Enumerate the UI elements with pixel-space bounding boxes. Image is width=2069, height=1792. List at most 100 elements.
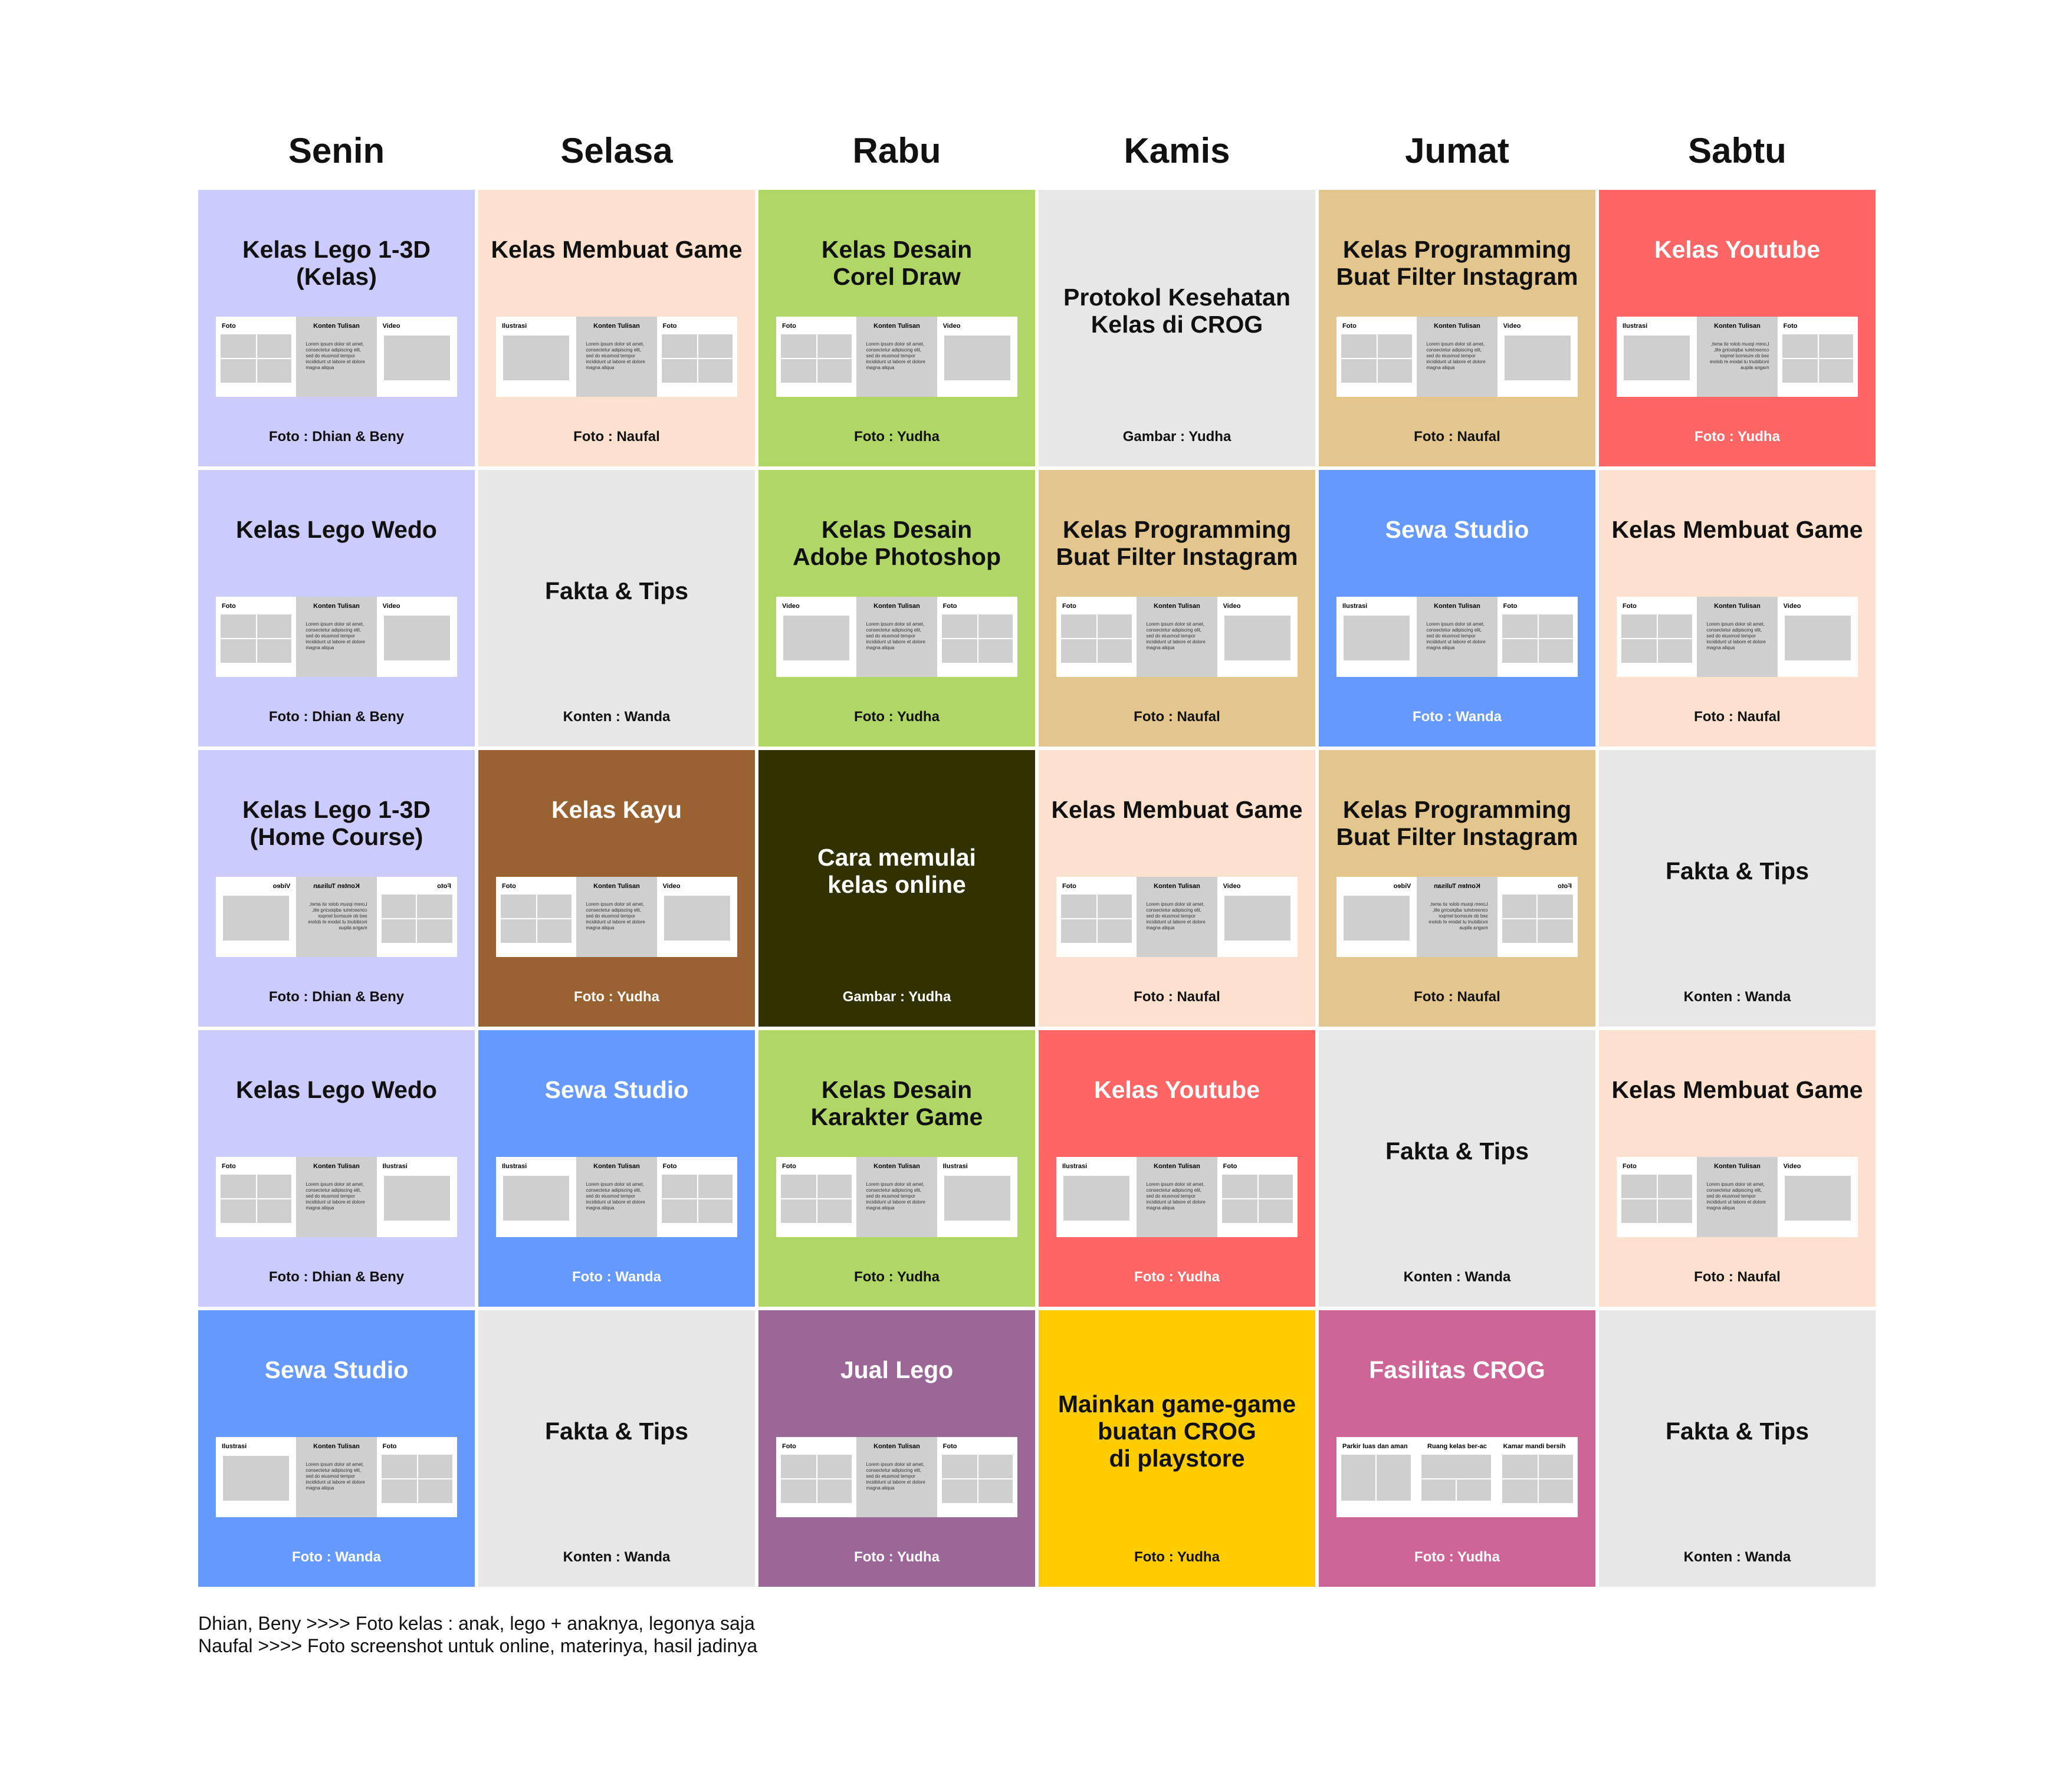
card-title: Sewa Studio <box>264 1356 409 1383</box>
text-panel: Konten Tulisan Lorem ipsum dolor sit amet… <box>1417 597 1497 677</box>
image-placeholder <box>817 1479 852 1503</box>
schedule-card: Kelas Membuat Game Foto Konten Tulisan Lore… <box>1039 750 1315 1027</box>
panel-body-text: Lorem ipsum dolor sit amet, consectetur … <box>866 1182 925 1211</box>
schedule-card: Fakta & Tips Konten : Wanda <box>1599 750 1876 1027</box>
image-placeholder <box>417 919 452 943</box>
text-panel: Konten Tulisan Lorem ipsum dolor sit amet… <box>1697 597 1778 677</box>
text-panel: Konten Tulisan Lorem ipsum dolor sit amet… <box>296 317 377 397</box>
image-placeholder <box>1221 1175 1257 1198</box>
panel-body-text: Lorem ipsum dolor sit amet, consectetur … <box>1706 1182 1766 1211</box>
panel-label: Foto <box>1503 603 1518 610</box>
image-placeholder <box>1502 919 1536 943</box>
image-panel: Foto <box>496 877 576 957</box>
panel-label: Ilustrasi <box>942 1163 968 1170</box>
card-credit: Foto : Wanda <box>572 1269 662 1285</box>
day-header: Senin Selasa Rabu Kamis Jumat Sabtu <box>198 121 1876 180</box>
panel-label: Foto <box>222 603 236 610</box>
card-credit: Foto : Yudha <box>574 989 659 1005</box>
panel-body-text: Lorem ipsum dolor sit amet, consectetur … <box>1146 1182 1206 1211</box>
image-placeholder <box>1658 1175 1692 1198</box>
layout-thumbnail: Ilustrasi Konten Tulisan Lorem ipsum dolor… <box>496 1157 737 1237</box>
layout-thumbnail: Ilustrasi Konten Tulisan Lorem ipsum dolor… <box>216 1437 457 1517</box>
card-title: Protokol Kesehatan Kelas di CROG <box>1063 284 1291 338</box>
image-placeholder <box>257 1199 291 1223</box>
panel-label: Konten Tulisan <box>1154 1163 1200 1170</box>
layout-thumbnail: Ilustrasi Konten Tulisan Lorem ipsum dolor… <box>1336 597 1578 677</box>
image-placeholder <box>1061 639 1096 663</box>
image-placeholder <box>382 919 416 943</box>
image-placeholder <box>1538 1479 1573 1503</box>
image-panel: Ilustrasi <box>377 1157 457 1237</box>
image-placeholder <box>503 1176 569 1221</box>
card-title: Kelas Lego 1-3D (Home Course) <box>242 796 431 850</box>
panel-label: Foto <box>1223 1163 1237 1170</box>
panel-label: Konten Tulisan <box>1154 603 1200 610</box>
text-panel: Konten Tulisan Lorem ipsum dolor sit amet… <box>296 1157 377 1237</box>
image-placeholder <box>381 1455 417 1478</box>
image-placeholder <box>537 919 572 943</box>
panel-label: Video <box>382 603 400 610</box>
panel-label: Konten Tulisan <box>593 883 640 890</box>
schedule-card: Mainkan game-game buatan CROG di playsto… <box>1039 1310 1315 1587</box>
card-credit: Foto : Yudha <box>1134 1269 1220 1285</box>
card-credit: Foto : Naufal <box>1134 709 1220 725</box>
image-panel: Ilustrasi <box>216 1437 296 1517</box>
panel-label: Ilustrasi <box>1342 603 1368 610</box>
image-placeholder <box>1658 614 1692 638</box>
schedule-card: Sewa Studio Ilustrasi Konten Tulisan Lorem … <box>198 1310 475 1587</box>
image-placeholder <box>698 1175 733 1198</box>
image-placeholder <box>221 1175 256 1198</box>
image-panel: Foto <box>1617 1157 1697 1237</box>
image-placeholder <box>781 1479 816 1503</box>
day-header-rabu: Rabu <box>852 131 941 170</box>
panel-label: Konten Tulisan <box>313 1443 360 1450</box>
image-placeholder <box>944 336 1010 380</box>
card-credit: Foto : Naufal <box>573 429 660 445</box>
panel-label: Parkir luas dan aman <box>1342 1443 1408 1450</box>
image-panel: Video <box>1217 877 1298 957</box>
panel-label: Foto <box>942 1443 957 1450</box>
image-panel: Foto <box>216 597 296 677</box>
panel-body-text: Lorem ipsum dolor sit amet, consectetur … <box>306 1182 365 1211</box>
layout-thumbnail: Foto Konten Tulisan Lorem ipsum dolor sit … <box>1336 317 1578 397</box>
image-placeholder <box>817 1455 852 1478</box>
image-panel: Video <box>657 877 737 957</box>
card-title: Kelas Lego 1-3D (Kelas) <box>242 236 431 290</box>
panel-label: Konten Tulisan <box>1714 1163 1761 1170</box>
image-panel: Video <box>1217 597 1298 677</box>
image-placeholder <box>257 614 291 638</box>
card-title: Fakta & Tips <box>544 1418 689 1445</box>
image-placeholder <box>1098 919 1132 943</box>
image-panel: Parkir luas dan aman <box>1336 1437 1417 1517</box>
panel-body-text: Lorem ipsum dolor sit amet, consectetur … <box>1146 902 1206 930</box>
text-panel: Konten Tulisan Lorem ipsum dolor sit amet… <box>296 1437 377 1517</box>
image-placeholder <box>257 359 291 383</box>
image-panel: Ilustrasi <box>496 317 576 397</box>
panel-label: Konten Tulisan <box>1714 603 1761 610</box>
card-credit: Foto : Yudha <box>854 1269 940 1285</box>
panel-body-text: Lorem ipsum dolor sit amet, consectetur … <box>586 341 645 370</box>
panel-label: Konten Tulisan <box>1714 323 1761 330</box>
panel-body-text: Lorem ipsum dolor sit amet, consectetur … <box>1710 341 1769 370</box>
text-panel: Konten Tulisan Lorem ipsum dolor sit amet… <box>1417 317 1497 397</box>
image-placeholder <box>664 896 730 941</box>
card-title: Kelas Desain Karakter Game <box>810 1076 983 1130</box>
schedule-card: Sewa Studio Ilustrasi Konten Tulisan Lorem … <box>478 1030 755 1307</box>
panel-label: Foto <box>1062 883 1076 890</box>
image-placeholder <box>1344 896 1410 941</box>
text-panel: Konten Tulisan Lorem ipsum dolor sit amet… <box>1137 1157 1217 1237</box>
panel-label: Foto <box>1062 603 1076 610</box>
card-credit: Foto : Yudha <box>1134 1549 1220 1565</box>
card-title: Fasilitas CROG <box>1369 1356 1545 1383</box>
image-panel: Video <box>216 877 296 957</box>
image-panel: Foto <box>1056 877 1137 957</box>
panel-label: Foto <box>437 883 451 890</box>
panel-body-text: Lorem ipsum dolor sit amet, consectetur … <box>1426 622 1486 650</box>
text-panel: Konten Tulisan Lorem ipsum dolor sit amet… <box>1137 597 1217 677</box>
image-placeholder <box>1502 639 1538 663</box>
image-placeholder <box>1538 1455 1573 1478</box>
image-placeholder <box>1621 639 1657 663</box>
image-panel: Video <box>1778 1157 1858 1237</box>
image-placeholder <box>382 895 416 918</box>
image-panel: Foto <box>776 317 856 397</box>
